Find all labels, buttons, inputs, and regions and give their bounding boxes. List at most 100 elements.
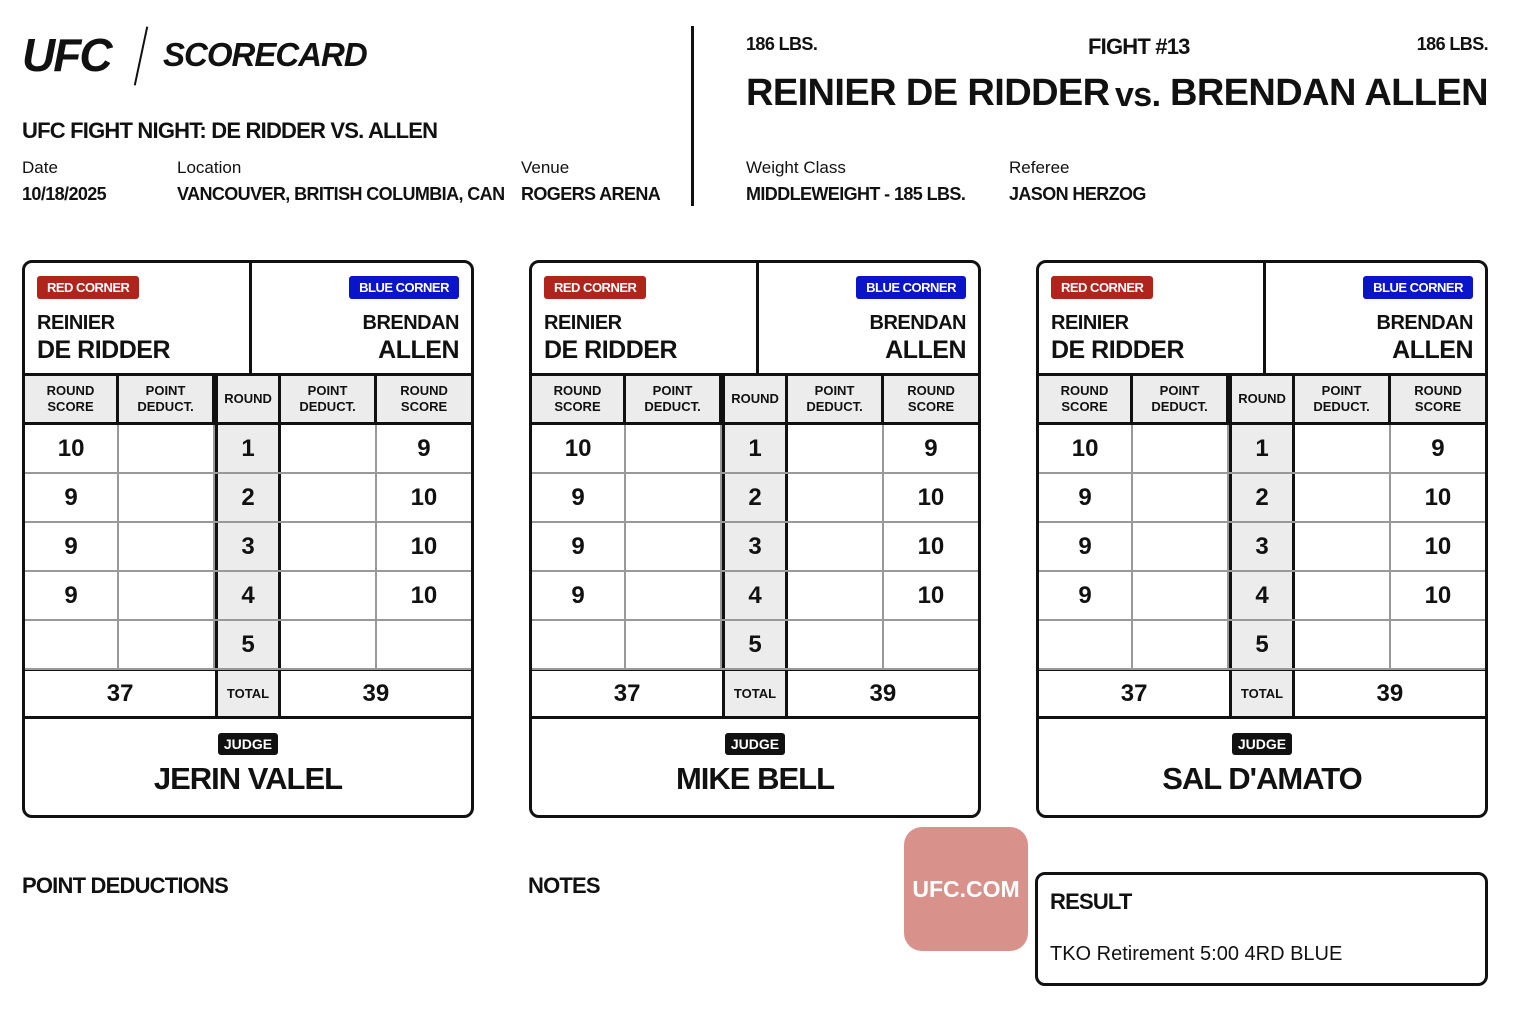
judge-name: MIKE BELL xyxy=(675,761,835,796)
location-label: Location xyxy=(177,158,242,177)
blue-point-deduct xyxy=(788,425,884,472)
blue-point-deduct xyxy=(281,474,377,521)
red-last-name: DE RIDDER xyxy=(544,336,678,364)
round-row: 5 xyxy=(532,621,978,670)
column-header: ROUND SCORE xyxy=(907,383,955,414)
blue-round-score: 10 xyxy=(410,483,438,511)
red-round-score: 9 xyxy=(1039,474,1134,521)
red-point-deduct xyxy=(1133,474,1230,521)
blue-corner-badge: BLUE CORNER xyxy=(1363,276,1473,299)
column-header: ROUND SCORE xyxy=(25,376,120,422)
column-header: POINT DEDUCT. xyxy=(281,376,378,422)
red-fighter: REINIER DE RIDDER xyxy=(746,72,1110,114)
blue-point-deduct xyxy=(1295,425,1391,472)
blue-round-score: 10 xyxy=(1424,532,1452,560)
round-row: 9 4 10 xyxy=(1039,572,1485,621)
red-corner-badge: RED CORNER xyxy=(544,276,647,299)
blue-round-score: 10 xyxy=(1424,581,1452,609)
weight-class-label: Weight Class xyxy=(746,158,846,177)
blue-round-score xyxy=(1391,621,1485,668)
scorecard-title: SCORECARD xyxy=(163,36,368,73)
red-total: 37 xyxy=(106,679,134,707)
blue-total: 39 xyxy=(1376,679,1404,707)
round-row: 9 2 10 xyxy=(532,474,978,523)
blue-total: 39 xyxy=(362,679,390,707)
blue-point-deduct xyxy=(281,425,377,472)
blue-first-name: BRENDAN xyxy=(869,312,967,334)
header-divider xyxy=(691,26,694,206)
blue-first-name: BRENDAN xyxy=(362,312,460,334)
judge-badge: JUDGE xyxy=(724,733,786,755)
red-round-score: 9 xyxy=(532,523,627,570)
red-round-score: 9 xyxy=(1039,523,1134,570)
judge-name: JERIN VALEL xyxy=(153,761,343,796)
red-point-deduct xyxy=(626,474,723,521)
round-number: 1 xyxy=(1229,425,1295,472)
referee-value: JASON HERZOG xyxy=(1009,184,1146,204)
round-row: 5 xyxy=(25,621,471,670)
result-value: TKO Retirement 5:00 4RD BLUE xyxy=(1050,943,1343,965)
blue-round-score xyxy=(377,621,471,668)
referee-label: Referee xyxy=(1009,158,1070,177)
blue-last-name: ALLEN xyxy=(1392,336,1473,364)
vs-text: vs. xyxy=(1115,76,1161,114)
round-row: 9 3 10 xyxy=(25,523,471,572)
blue-point-deduct xyxy=(1295,523,1391,570)
red-first-name: REINIER xyxy=(1051,312,1129,334)
red-round-score: 9 xyxy=(25,572,120,619)
round-row: 10 1 9 xyxy=(532,425,978,474)
date-label: Date xyxy=(22,158,58,177)
red-total: 37 xyxy=(1120,679,1148,707)
red-first-name: REINIER xyxy=(544,312,622,334)
blue-point-deduct xyxy=(1295,474,1391,521)
divider xyxy=(133,26,149,86)
blue-total: 39 xyxy=(869,679,897,707)
red-point-deduct xyxy=(626,572,723,619)
judge-scorecard: RED CORNER BLUE CORNER REINIER DE RIDDER… xyxy=(529,260,981,818)
round-number: 2 xyxy=(1229,474,1295,521)
red-point-deduct xyxy=(626,523,723,570)
blue-round-score: 10 xyxy=(917,532,945,560)
round-number: 3 xyxy=(722,523,788,570)
notes-heading: NOTES xyxy=(528,873,601,898)
red-round-score: 9 xyxy=(25,523,120,570)
round-number: 5 xyxy=(722,621,788,668)
judge-scorecard: RED CORNER BLUE CORNER REINIER DE RIDDER… xyxy=(1036,260,1488,818)
red-round-score: 10 xyxy=(532,425,627,472)
red-last-name: DE RIDDER xyxy=(37,336,171,364)
round-number: 1 xyxy=(722,425,788,472)
point-deductions-heading: POINT DEDUCTIONS xyxy=(22,873,229,898)
blue-point-deduct xyxy=(1295,621,1391,668)
red-point-deduct xyxy=(1133,425,1230,472)
red-first-name: REINIER xyxy=(37,312,115,334)
column-header: ROUND SCORE xyxy=(1414,383,1462,414)
column-header: POINT DEDUCT. xyxy=(119,376,216,422)
column-header: ROUND SCORE xyxy=(400,383,448,414)
blue-point-deduct xyxy=(788,621,884,668)
total-label: TOTAL xyxy=(215,671,281,716)
red-total: 37 xyxy=(613,679,641,707)
red-point-deduct xyxy=(119,474,216,521)
red-round-score xyxy=(1039,621,1134,668)
blue-round-score: 10 xyxy=(917,483,945,511)
red-point-deduct xyxy=(626,621,723,668)
round-row: 10 1 9 xyxy=(25,425,471,474)
venue-value: ROGERS ARENA xyxy=(521,184,661,204)
blue-point-deduct xyxy=(281,621,377,668)
total-row: 37 TOTAL 39 xyxy=(1039,670,1485,719)
blue-point-deduct xyxy=(281,572,377,619)
round-number: 2 xyxy=(722,474,788,521)
round-number: 5 xyxy=(1229,621,1295,668)
red-corner-badge: RED CORNER xyxy=(1051,276,1154,299)
round-number: 5 xyxy=(215,621,281,668)
ufc-logo: UFC xyxy=(22,29,113,81)
red-corner-badge: RED CORNER xyxy=(37,276,140,299)
column-header: ROUND xyxy=(215,376,282,422)
blue-round-score: 10 xyxy=(917,581,945,609)
blue-round-score: 9 xyxy=(1431,434,1445,462)
red-round-score: 9 xyxy=(532,572,627,619)
red-point-deduct xyxy=(1133,523,1230,570)
total-row: 37 TOTAL 39 xyxy=(25,670,471,719)
blue-weight: 186 LBS. xyxy=(1416,34,1489,54)
blue-corner-badge: BLUE CORNER xyxy=(349,276,459,299)
